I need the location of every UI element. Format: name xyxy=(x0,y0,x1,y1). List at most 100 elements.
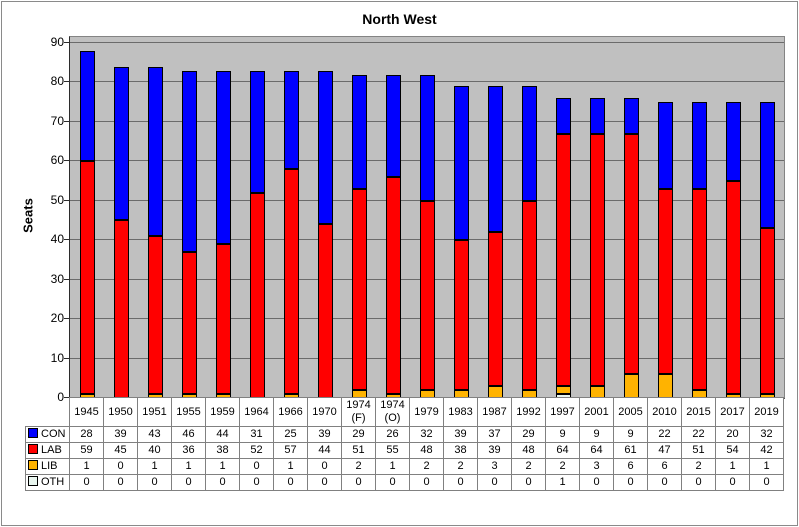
table-year-cell: 1964 xyxy=(239,397,274,427)
legend-cell-LIB: LIB xyxy=(25,458,70,475)
table-value-cell: 0 xyxy=(137,474,172,491)
table-value-cell: 26 xyxy=(375,426,410,443)
bar-segment-1966-CON xyxy=(284,71,299,169)
bar-segment-1997-CON xyxy=(556,98,571,134)
table-value-cell: 52 xyxy=(239,442,274,459)
table-value-cell: 0 xyxy=(409,474,444,491)
table-year-cell: 2015 xyxy=(681,397,716,427)
table-year-cell: 2001 xyxy=(579,397,614,427)
table-value-cell: 2 xyxy=(341,458,376,475)
table-value-cell: 59 xyxy=(69,442,104,459)
y-tick-label-30: 30 xyxy=(50,272,64,286)
table-value-cell: 39 xyxy=(477,442,512,459)
table-year-cell: 2010 xyxy=(647,397,682,427)
legend-cell-OTH: OTH xyxy=(25,474,70,491)
table-value-cell: 64 xyxy=(579,442,614,459)
bar-segment-1959-LAB xyxy=(216,244,231,394)
table-value-cell: 2 xyxy=(681,458,716,475)
table-value-cell: 0 xyxy=(171,474,206,491)
table-value-cell: 0 xyxy=(613,474,648,491)
bar-segment-2005-CON xyxy=(624,98,639,134)
table-row-LAB: LAB 59 45 40 36 38 52 57 44 51 55 48 38 39 48 64 64 61 47 5… xyxy=(25,442,784,459)
y-tick-label-70: 70 xyxy=(50,114,64,128)
table-value-cell: 22 xyxy=(647,426,682,443)
table-value-cell: 2 xyxy=(511,458,546,475)
table-value-cell: 44 xyxy=(307,442,342,459)
table-value-cell: 64 xyxy=(545,442,580,459)
table-year-cell: 1974 (F) xyxy=(341,397,376,427)
table-value-cell: 39 xyxy=(103,426,138,443)
bar-segment-2001-CON xyxy=(590,98,605,134)
y-tick-label-40: 40 xyxy=(50,232,64,246)
y-tick-mark xyxy=(64,279,69,280)
table-value-cell: 0 xyxy=(273,474,308,491)
table-year-cell: 1987 xyxy=(477,397,512,427)
table-value-cell: 45 xyxy=(103,442,138,459)
bar-segment-2001-LAB xyxy=(590,134,605,386)
table-value-cell: 39 xyxy=(307,426,342,443)
bar-segment-1970-LAB xyxy=(318,224,333,398)
table-value-cell: 32 xyxy=(749,426,784,443)
table-year-cell: 1945 xyxy=(69,397,104,427)
table-year-cell: 1974 (O) xyxy=(375,397,410,427)
bar-segment-1951-CON xyxy=(148,67,163,236)
bar-segment-1964-CON xyxy=(250,71,265,193)
table-value-cell: 1 xyxy=(715,458,750,475)
bar-segment-2005-LIB xyxy=(624,374,639,398)
bar-segment-1950-LAB xyxy=(114,220,129,398)
table-year-cell: 2019 xyxy=(749,397,784,427)
bar-segment-1987-CON xyxy=(488,86,503,232)
table-value-cell: 43 xyxy=(137,426,172,443)
table-value-cell: 32 xyxy=(409,426,444,443)
bar-segment-2017-CON xyxy=(726,102,741,181)
y-tick-mark xyxy=(64,239,69,240)
table-value-cell: 48 xyxy=(511,442,546,459)
table-value-cell: 55 xyxy=(375,442,410,459)
y-tick-label-50: 50 xyxy=(50,193,64,207)
bar-segment-2010-LAB xyxy=(658,189,673,374)
table-value-cell: 38 xyxy=(443,442,478,459)
table-year-cell: 2005 xyxy=(613,397,648,427)
table-value-cell: 1 xyxy=(69,458,104,475)
y-tick-label-10: 10 xyxy=(50,351,64,365)
table-value-cell: 0 xyxy=(239,474,274,491)
table-value-cell: 3 xyxy=(477,458,512,475)
legend-swatch-CON-icon xyxy=(28,428,38,438)
table-value-cell: 1 xyxy=(273,458,308,475)
bar-segment-1987-LAB xyxy=(488,232,503,386)
legend-label-LIB: LIB xyxy=(41,460,58,472)
bar-segment-1997-LAB xyxy=(556,134,571,386)
y-tick-mark xyxy=(64,160,69,161)
bar-segment-1955-CON xyxy=(182,71,197,252)
bar-segment-1959-CON xyxy=(216,71,231,244)
table-value-cell: 57 xyxy=(273,442,308,459)
legend-swatch-LIB-icon xyxy=(28,460,38,470)
table-value-cell: 31 xyxy=(239,426,274,443)
table-year-cell: 1955 xyxy=(171,397,206,427)
bar-segment-1979-LAB xyxy=(420,201,435,390)
data-table: 1945 1950 1951 1955 1959 1964 1966 1970 1974 (F)… xyxy=(25,397,784,491)
bar-segment-1983-CON xyxy=(454,86,469,240)
table-value-cell: 1 xyxy=(137,458,172,475)
table-value-cell: 44 xyxy=(205,426,240,443)
table-value-cell: 40 xyxy=(137,442,172,459)
table-value-cell: 20 xyxy=(715,426,750,443)
table-value-cell: 29 xyxy=(511,426,546,443)
table-value-cell: 38 xyxy=(205,442,240,459)
plot-area xyxy=(64,36,785,399)
bar-segment-2019-CON xyxy=(760,102,775,228)
table-value-cell: 42 xyxy=(749,442,784,459)
y-tick-mark xyxy=(64,42,69,43)
table-year-cell: 1992 xyxy=(511,397,546,427)
table-value-cell: 39 xyxy=(443,426,478,443)
table-year-cell: 1997 xyxy=(545,397,580,427)
table-value-cell: 51 xyxy=(341,442,376,459)
bar-segment-1974F-LAB xyxy=(352,189,367,390)
bar-segment-1974F-CON xyxy=(352,75,367,189)
table-value-cell: 0 xyxy=(511,474,546,491)
bar-segment-1974O-CON xyxy=(386,75,401,177)
table-value-cell: 0 xyxy=(477,474,512,491)
bar-segment-1945-CON xyxy=(80,51,95,161)
y-tick-mark xyxy=(64,358,69,359)
